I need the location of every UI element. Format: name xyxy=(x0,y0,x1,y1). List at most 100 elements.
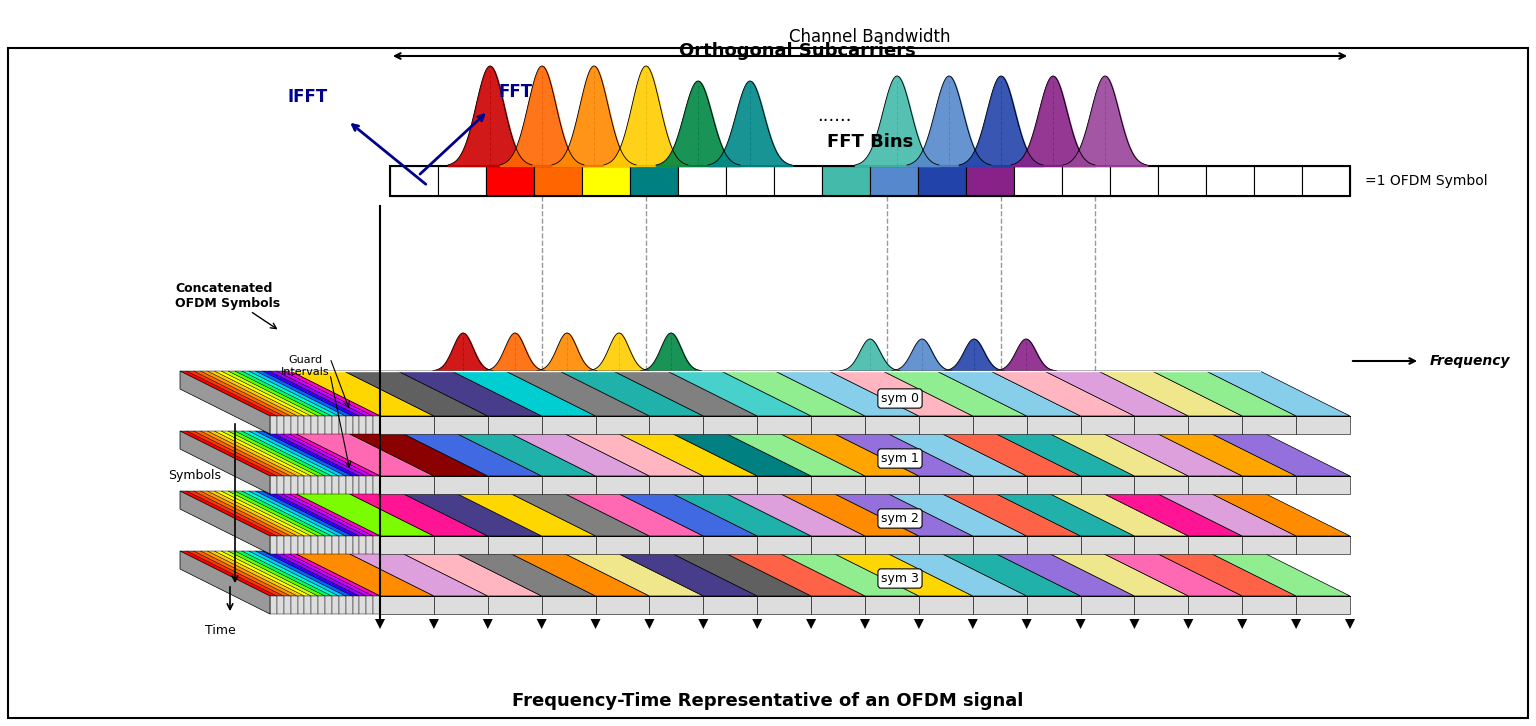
Polygon shape xyxy=(720,431,865,476)
Polygon shape xyxy=(865,476,919,494)
Polygon shape xyxy=(194,491,290,536)
Polygon shape xyxy=(187,491,284,536)
Polygon shape xyxy=(255,551,352,596)
Bar xyxy=(1111,166,1158,196)
Polygon shape xyxy=(304,476,312,494)
Polygon shape xyxy=(298,596,304,614)
Polygon shape xyxy=(1152,431,1296,476)
Polygon shape xyxy=(346,536,352,554)
Text: ......: ...... xyxy=(817,107,851,125)
Bar xyxy=(390,166,438,196)
Bar xyxy=(919,166,966,196)
Polygon shape xyxy=(1080,536,1135,554)
Polygon shape xyxy=(290,476,298,494)
Polygon shape xyxy=(276,431,373,476)
Polygon shape xyxy=(201,431,298,476)
Polygon shape xyxy=(865,536,919,554)
Polygon shape xyxy=(703,416,757,434)
Polygon shape xyxy=(249,491,346,536)
Polygon shape xyxy=(937,371,1080,416)
Bar xyxy=(485,166,535,196)
Polygon shape xyxy=(542,416,596,434)
Bar xyxy=(966,166,1014,196)
Polygon shape xyxy=(304,416,312,434)
Bar xyxy=(582,166,630,196)
Polygon shape xyxy=(290,491,379,554)
Polygon shape xyxy=(290,491,433,536)
Polygon shape xyxy=(429,619,439,629)
Text: sym 0: sym 0 xyxy=(882,392,919,405)
Polygon shape xyxy=(1243,416,1296,434)
Polygon shape xyxy=(373,596,379,614)
Polygon shape xyxy=(757,536,811,554)
Polygon shape xyxy=(318,416,326,434)
Polygon shape xyxy=(207,491,304,536)
Bar xyxy=(1158,166,1206,196)
Polygon shape xyxy=(344,431,488,476)
Polygon shape xyxy=(811,416,865,434)
Polygon shape xyxy=(1189,596,1243,614)
Polygon shape xyxy=(590,619,601,629)
Polygon shape xyxy=(829,371,972,416)
Polygon shape xyxy=(829,491,972,536)
Polygon shape xyxy=(298,536,304,554)
Polygon shape xyxy=(312,476,318,494)
Polygon shape xyxy=(326,476,332,494)
Polygon shape xyxy=(221,371,318,416)
Polygon shape xyxy=(284,476,290,494)
Polygon shape xyxy=(241,431,339,476)
Polygon shape xyxy=(379,536,433,554)
Polygon shape xyxy=(366,416,373,434)
Polygon shape xyxy=(811,596,865,614)
Polygon shape xyxy=(645,619,654,629)
Polygon shape xyxy=(352,476,359,494)
Polygon shape xyxy=(1135,416,1189,434)
Polygon shape xyxy=(937,491,1080,536)
Polygon shape xyxy=(811,476,865,494)
Polygon shape xyxy=(811,536,865,554)
Polygon shape xyxy=(937,431,1080,476)
Polygon shape xyxy=(290,551,379,614)
Polygon shape xyxy=(352,416,359,434)
Polygon shape xyxy=(613,491,757,536)
Polygon shape xyxy=(180,431,276,476)
Polygon shape xyxy=(1292,619,1301,629)
Text: sym 3: sym 3 xyxy=(882,572,919,585)
Bar xyxy=(1303,166,1350,196)
Polygon shape xyxy=(1206,371,1350,416)
Polygon shape xyxy=(290,431,379,494)
Polygon shape xyxy=(883,371,1026,416)
Polygon shape xyxy=(488,416,542,434)
Polygon shape xyxy=(339,416,346,434)
Polygon shape xyxy=(433,536,488,554)
Polygon shape xyxy=(972,596,1026,614)
Polygon shape xyxy=(255,491,352,536)
Polygon shape xyxy=(433,416,488,434)
Polygon shape xyxy=(332,536,339,554)
Polygon shape xyxy=(720,491,865,536)
Polygon shape xyxy=(776,551,919,596)
Polygon shape xyxy=(373,536,379,554)
Polygon shape xyxy=(304,536,312,554)
Polygon shape xyxy=(180,491,276,536)
Polygon shape xyxy=(373,416,379,434)
Text: FFT Bins: FFT Bins xyxy=(826,133,912,151)
Polygon shape xyxy=(276,596,284,614)
Polygon shape xyxy=(276,371,373,416)
Polygon shape xyxy=(283,551,379,596)
Polygon shape xyxy=(263,491,359,536)
Polygon shape xyxy=(703,536,757,554)
Polygon shape xyxy=(339,536,346,554)
Polygon shape xyxy=(194,371,290,416)
Polygon shape xyxy=(326,596,332,614)
Polygon shape xyxy=(201,371,298,416)
Polygon shape xyxy=(269,371,366,416)
Polygon shape xyxy=(776,371,919,416)
Polygon shape xyxy=(433,476,488,494)
Polygon shape xyxy=(991,491,1135,536)
Polygon shape xyxy=(352,536,359,554)
Polygon shape xyxy=(1189,416,1243,434)
Polygon shape xyxy=(720,371,865,416)
Polygon shape xyxy=(398,371,542,416)
Polygon shape xyxy=(229,491,326,536)
